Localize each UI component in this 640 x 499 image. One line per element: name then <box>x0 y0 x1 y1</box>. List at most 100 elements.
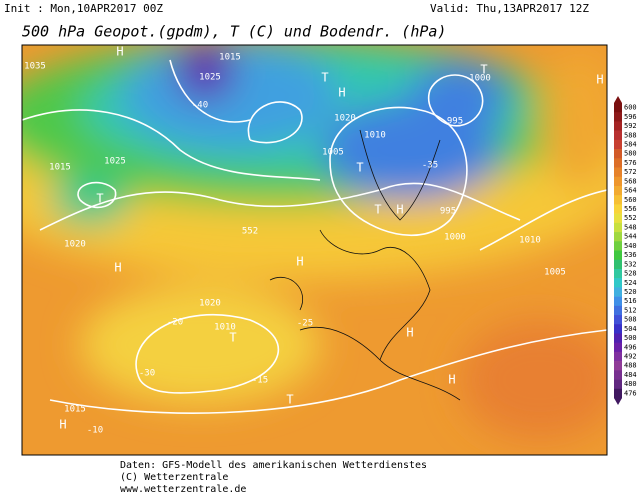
pressure-center: H <box>396 203 403 217</box>
colorbar-label: 548 <box>624 223 637 231</box>
colorbar-swatch <box>614 296 622 307</box>
colorbar-arrow-top <box>614 96 622 103</box>
colorbar-label: 496 <box>624 343 637 351</box>
colorbar-label: 556 <box>624 205 637 213</box>
contour-label: 1010 <box>214 323 236 333</box>
pressure-center: H <box>596 73 603 87</box>
colorbar-label: 500 <box>624 334 637 342</box>
footer-line: www.wetterzentrale.de <box>120 484 246 495</box>
colorbar-arrow-bottom <box>614 398 622 405</box>
contour-label: 1010 <box>364 131 386 141</box>
pressure-center: H <box>116 45 123 59</box>
colorbar-label: 536 <box>624 251 637 259</box>
contour-label: 552 <box>242 227 258 237</box>
colorbar-swatch <box>614 370 622 380</box>
pressure-center: T <box>374 203 381 217</box>
contour-label: 1000 <box>444 233 466 243</box>
colorbar-swatch <box>614 185 622 196</box>
contour-label: 1005 <box>322 148 344 158</box>
contour-label: -15 <box>252 376 268 386</box>
colorbar-swatch <box>614 361 622 371</box>
colorbar-label: 552 <box>624 214 637 222</box>
colorbar-swatch <box>614 342 622 353</box>
colorbar-swatch <box>614 259 622 270</box>
colorbar-label: 568 <box>624 177 637 185</box>
map-title: 500 hPa Geopot.(gpdm), T (C) und Bodendr… <box>22 23 446 41</box>
pressure-center: T <box>356 161 363 175</box>
colorbar-label: 584 <box>624 140 637 148</box>
colorbar-swatch <box>614 103 622 113</box>
colorbar-label: 512 <box>624 306 637 314</box>
colorbar-label: 524 <box>624 279 637 287</box>
colorbar-swatch <box>614 388 622 399</box>
colorbar-swatch <box>614 204 622 214</box>
colorbar-swatch <box>614 324 622 334</box>
pressure-center: T <box>286 393 293 407</box>
colorbar-label: 508 <box>624 316 637 324</box>
contour-label: 995 <box>447 117 463 127</box>
colorbar-swatch <box>614 351 622 362</box>
colorbar-label: 600 <box>624 104 637 112</box>
contour-label: 1010 <box>519 236 541 246</box>
contour-label: 1035 <box>24 62 46 72</box>
colorbar-label: 572 <box>624 168 637 176</box>
colorbar-label: 520 <box>624 288 637 296</box>
colorbar-label: 560 <box>624 196 637 204</box>
pressure-center: T <box>229 331 236 345</box>
contour-label: -25 <box>297 319 313 329</box>
colorbar-label: 580 <box>624 150 637 158</box>
contour-label: 1025 <box>104 157 126 167</box>
colorbar-swatch <box>614 158 622 168</box>
colorbar-swatch <box>614 287 622 297</box>
valid-time: Valid: Thu,13APR2017 12Z <box>430 2 589 15</box>
colorbar-swatch <box>614 232 622 242</box>
map <box>22 45 607 455</box>
colorbar-swatch <box>614 268 622 279</box>
colorbar-label: 528 <box>624 270 637 278</box>
contour-label: 1015 <box>219 53 241 63</box>
colorbar-label: 532 <box>624 260 637 268</box>
colorbar-swatch <box>614 121 622 131</box>
colorbar-label: 488 <box>624 362 637 370</box>
colorbar-swatch <box>614 241 622 251</box>
contour-label: 1025 <box>199 73 221 83</box>
contour-label: 1015 <box>49 163 71 173</box>
colorbar-label: 544 <box>624 233 637 241</box>
pressure-center: H <box>338 86 345 100</box>
pressure-center: H <box>406 326 413 340</box>
colorbar-label: 516 <box>624 297 637 305</box>
contour-label: 1020 <box>199 299 221 309</box>
colorbar-swatch <box>614 167 622 178</box>
colorbar-swatch <box>614 139 622 150</box>
contour-label: -30 <box>139 369 155 379</box>
contour-label: 1020 <box>64 240 86 250</box>
contour-label: 1000 <box>469 74 491 84</box>
colorbar-swatch <box>614 176 622 187</box>
pressure-center: H <box>59 418 66 432</box>
colorbar-swatch <box>614 250 622 261</box>
map-frame <box>21 44 608 456</box>
contour-label: 1020 <box>334 114 356 124</box>
colorbar-label: 576 <box>624 159 637 167</box>
colorbar-swatch <box>614 315 622 325</box>
colorbar-label: 596 <box>624 113 637 121</box>
colorbar-label: 564 <box>624 187 637 195</box>
contour-label: -40 <box>192 101 208 111</box>
pressure-center: T <box>480 63 487 77</box>
colorbar-label: 480 <box>624 380 637 388</box>
contour-label: 1015 <box>64 405 86 415</box>
contour-label: 995 <box>440 207 456 217</box>
colorbar-label: 476 <box>624 389 637 397</box>
colorbar-swatch <box>614 333 622 343</box>
colorbar-label: 504 <box>624 325 637 333</box>
colorbar-swatch <box>614 213 622 224</box>
isobars <box>22 59 607 414</box>
colorbar-swatch <box>614 278 622 288</box>
pressure-center: H <box>448 373 455 387</box>
pressure-center: H <box>296 255 303 269</box>
contour-label: 1005 <box>544 268 566 278</box>
pressure-center: H <box>114 261 121 275</box>
colorbar-label: 588 <box>624 131 637 139</box>
colorbar-label: 592 <box>624 122 637 130</box>
